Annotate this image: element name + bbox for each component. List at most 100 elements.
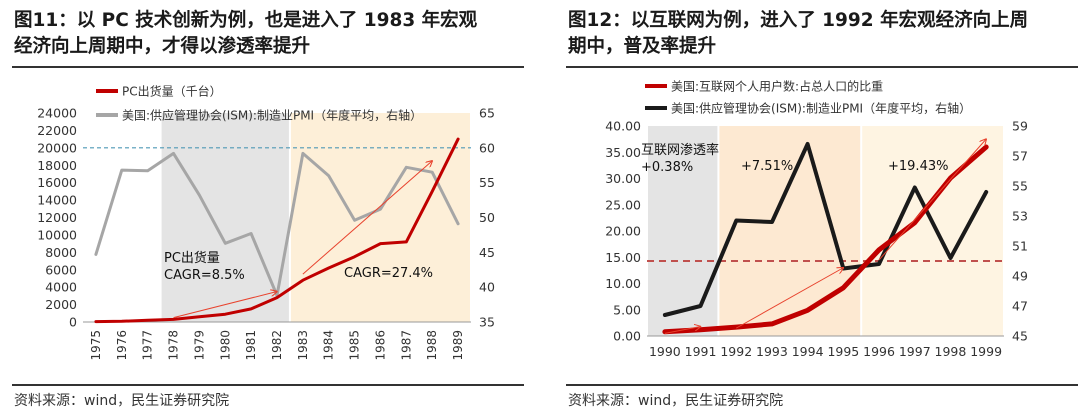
right-y-left-tick: 10.00 — [605, 276, 641, 291]
left-annotation-0-line1: PC出货量 — [164, 250, 220, 266]
figure-11-title-line2: 经济向上周期中，才得以渗透率提升 — [14, 36, 311, 57]
right-annotation-1: +7.51% — [741, 159, 793, 174]
right-legend-label-0: 美国:互联网个人用户数:占总人口的比重 — [671, 79, 883, 94]
right-legend-label-1: 美国:供应管理协会(ISM):制造业PMI（年度平均，右轴） — [671, 101, 971, 116]
right-y-right-tick: 49 — [1012, 269, 1028, 284]
left-x-tick: 1985 — [348, 330, 362, 361]
right-y-left-tick: 15.00 — [605, 250, 641, 265]
figure-12-title-line2: 期中，普及率提升 — [568, 36, 717, 57]
right-y-right-tick: 55 — [1012, 179, 1028, 194]
left-x-tick: 1987 — [399, 330, 413, 361]
left-legend-label-1: 美国:供应管理协会(ISM):制造业PMI（年度平均，右轴） — [122, 108, 422, 123]
left-y-right-tick: 60 — [479, 140, 495, 155]
left-legend-label-0: PC出货量（千台） — [122, 84, 222, 99]
right-y-left-tick: 40.00 — [605, 119, 641, 134]
right-x-tick: 1992 — [720, 344, 752, 359]
left-x-tick: 1988 — [425, 330, 439, 361]
pc-shipments-chart: PC出货量（千台） 美国:供应管理协会(ISM):制造业PMI（年度平均，右轴） 0… — [37, 84, 495, 361]
internet-penetration-chart: 美国:互联网个人用户数:占总人口的比重美国:供应管理协会(ISM):制造业PMI… — [605, 79, 1028, 360]
right-series-line-1 — [662, 142, 989, 317]
figure-11-title: 图11：以 PC 技术创新为例，也是进入了 1983 年宏观 经济向上周期中，才… — [14, 8, 524, 60]
left-x-tick: 1986 — [373, 330, 387, 361]
figure-11-title-line1: 图11：以 PC 技术创新为例，也是进入了 1983 年宏观 — [14, 10, 478, 31]
left-trend-arrow-0 — [173, 292, 277, 319]
right-y-left-tick: 5.00 — [613, 302, 641, 317]
left-x-tick: 1977 — [141, 330, 155, 361]
right-trend-arrow-2 — [878, 139, 986, 261]
left-x-tick: 1984 — [322, 330, 336, 361]
right-y-right-tick: 53 — [1012, 209, 1028, 224]
left-y-left-tick: 12000 — [37, 210, 77, 225]
left-y-left-tick: 18000 — [37, 158, 77, 173]
left-y-left-tick: 22000 — [37, 123, 77, 138]
left-x-tick: 1989 — [451, 330, 465, 361]
left-y-right-tick: 50 — [479, 210, 495, 225]
left-y-left-tick: 14000 — [37, 193, 77, 208]
left-y-right-tick: 40 — [479, 280, 495, 295]
right-trend-arrow-1 — [736, 268, 843, 329]
right-shaded-region-2 — [862, 126, 1003, 336]
left-y-right-tick: 55 — [479, 175, 495, 190]
figure-12-source: 资料来源：wind，民生证券研究院 — [568, 393, 784, 409]
left-y-left-tick: 24000 — [37, 106, 77, 121]
right-y-left-tick: 20.00 — [605, 224, 641, 239]
right-y-left-tick: 25.00 — [605, 197, 641, 212]
right-annotation-0-line1: 互联网渗透率 — [641, 142, 719, 158]
figure-11-top-rule — [12, 66, 524, 68]
right-x-tick: 1994 — [792, 344, 824, 359]
left-x-tick: 1981 — [244, 330, 258, 361]
right-x-tick: 1997 — [899, 344, 931, 359]
left-x-tick: 1982 — [270, 330, 284, 361]
left-x-tick: 1978 — [167, 330, 181, 361]
left-y-left-tick: 0 — [69, 315, 77, 330]
left-shaded-region-1 — [290, 113, 470, 322]
left-y-right-tick: 45 — [479, 245, 495, 260]
right-y-right-tick: 45 — [1012, 329, 1028, 344]
right-y-right-tick: 59 — [1012, 119, 1028, 134]
left-y-left-tick: 2000 — [45, 297, 77, 312]
left-annotation-1: CAGR=27.4% — [344, 266, 433, 281]
right-x-tick: 1993 — [756, 344, 788, 359]
right-y-left-tick: 30.00 — [605, 171, 641, 186]
figure-11-source: 资料来源：wind，民生证券研究院 — [14, 393, 230, 409]
figure-12-title: 图12：以互联网为例，进入了 1992 年宏观经济向上周 期中，普及率提升 — [568, 8, 1078, 60]
left-series-line-0 — [94, 137, 460, 324]
figure-11-panel: 图11：以 PC 技术创新为例，也是进入了 1983 年宏观 经济向上周期中，才… — [0, 0, 527, 417]
left-annotation-0-line2: CAGR=8.5% — [164, 268, 245, 283]
figure-12-top-rule — [566, 66, 1078, 68]
figure-12-bottom-rule — [566, 384, 1078, 386]
right-y-left-tick: 35.00 — [605, 145, 641, 160]
right-x-tick: 1991 — [685, 344, 717, 359]
right-trend-arrow-0 — [664, 327, 701, 334]
figure-12-title-line1: 图12：以互联网为例，进入了 1992 年宏观经济向上周 — [568, 10, 1029, 31]
left-y-left-tick: 6000 — [45, 262, 77, 277]
left-y-left-tick: 4000 — [45, 280, 77, 295]
left-shaded-region-0 — [161, 113, 289, 322]
left-y-right-tick: 35 — [479, 315, 495, 330]
left-x-tick: 1975 — [89, 330, 103, 361]
left-y-left-tick: 16000 — [37, 175, 77, 190]
figure-11-bottom-rule — [12, 384, 524, 386]
right-annotation-0-line2: +0.38% — [641, 160, 693, 175]
right-shaded-region-1 — [719, 126, 861, 336]
right-x-tick: 1998 — [935, 344, 967, 359]
left-x-tick: 1980 — [218, 330, 232, 361]
left-x-tick: 1983 — [296, 330, 310, 361]
left-y-right-tick: 65 — [479, 106, 495, 121]
right-y-left-tick: 0.00 — [613, 329, 641, 344]
right-x-tick: 1995 — [827, 344, 859, 359]
right-annotation-2: +19.43% — [888, 159, 948, 174]
right-x-tick: 1999 — [970, 344, 1002, 359]
right-y-right-tick: 57 — [1012, 149, 1028, 164]
figure-12-panel: 图12：以互联网为例，进入了 1992 年宏观经济向上周 期中，普及率提升 美国… — [554, 0, 1080, 417]
left-y-left-tick: 10000 — [37, 227, 77, 242]
right-x-tick: 1990 — [649, 344, 681, 359]
right-y-right-tick: 51 — [1012, 239, 1028, 254]
left-y-left-tick: 20000 — [37, 140, 77, 155]
right-series-line-0 — [662, 144, 989, 335]
left-x-tick: 1979 — [192, 330, 206, 361]
left-x-tick: 1976 — [115, 330, 129, 361]
left-y-left-tick: 8000 — [45, 245, 77, 260]
right-shaded-region-0 — [648, 126, 718, 336]
left-trend-arrow-1 — [302, 161, 432, 275]
